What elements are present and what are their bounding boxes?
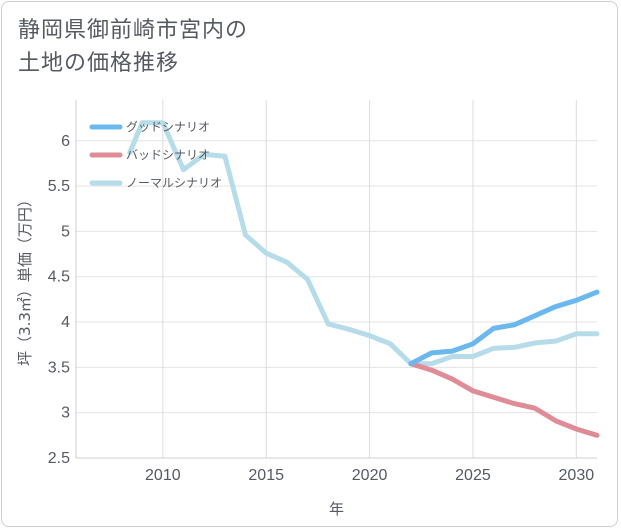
series-lines (127, 120, 600, 438)
y-tick-label: 2.5 (48, 450, 70, 467)
x-tick-label: 2030 (559, 467, 595, 484)
legend-label: グッドシナリオ (126, 120, 210, 134)
x-tick-label: 2010 (145, 467, 181, 484)
y-tick-label: 3.5 (48, 359, 70, 376)
x-tick-label: 2025 (455, 467, 491, 484)
y-axis-label: 坪（3.3㎡）単価（万円） (16, 192, 34, 366)
y-tick-label: 5.5 (48, 178, 70, 195)
legend-label: ノーマルシナリオ (126, 176, 222, 190)
legend-label: バッドシナリオ (126, 148, 210, 162)
grid-lines (75, 100, 597, 459)
y-tick-label: 5 (61, 223, 70, 240)
y-tick-label: 4.5 (48, 269, 70, 286)
chart-title: 静岡県御前崎市宮内の 土地の価格推移 (18, 14, 248, 80)
series-line-0 (408, 289, 600, 367)
title-line-2: 土地の価格推移 (18, 51, 180, 76)
x-axis-label: 年 (329, 500, 344, 518)
series-line-2 (127, 120, 600, 367)
x-tick-label: 2015 (248, 467, 284, 484)
y-tick-label: 4 (61, 314, 70, 331)
x-tick-label: 2020 (352, 467, 388, 484)
tick-labels: 2.5 3 3.5 4 4.5 5 5.5 6 2010 2015 2020 2025 2030 (48, 133, 594, 484)
title-line-1: 静岡県御前崎市宮内の (18, 18, 249, 43)
y-tick-label: 3 (61, 405, 70, 422)
series-line-1 (408, 361, 600, 438)
y-tick-label: 6 (61, 133, 70, 150)
